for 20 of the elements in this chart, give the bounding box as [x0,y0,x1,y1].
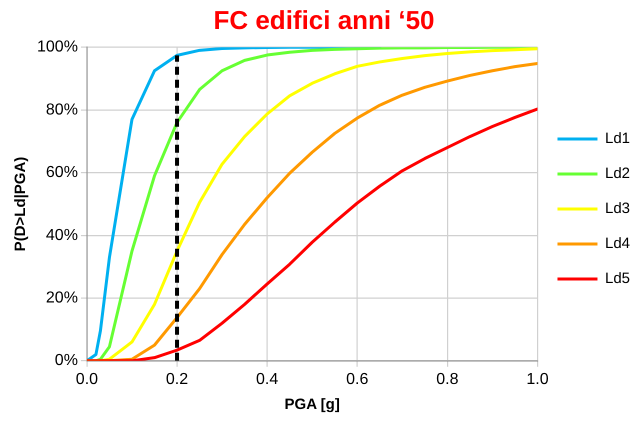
x-axis-title: PGA [g] [284,396,340,414]
chart-title: FC edifici anni ‘50 [213,4,435,35]
x-tick-label: 0.6 [346,370,368,388]
x-tick-label: 0.0 [76,370,98,388]
y-tick-label: 20% [46,289,78,306]
y-axis-title: P(D>Ld|PGA) [12,156,30,252]
legend-label: Ld2 [604,165,630,182]
x-tick-label: 0.2 [166,370,188,388]
legend-label: Ld3 [604,200,630,218]
x-tick-label: 1.0 [526,370,549,388]
legend-label: Ld5 [604,270,630,288]
y-tick-label: 60% [46,164,78,182]
y-tick-label: 40% [46,226,78,244]
y-tick-label: 80% [46,101,78,118]
y-tick-label: 100% [37,38,78,56]
x-tick-label: 0.8 [436,370,459,388]
legend-label: Ld1 [604,130,630,148]
x-tick-label: 0.4 [256,370,278,388]
legend-label: Ld4 [604,235,630,252]
y-tick-label: 0% [54,352,78,370]
